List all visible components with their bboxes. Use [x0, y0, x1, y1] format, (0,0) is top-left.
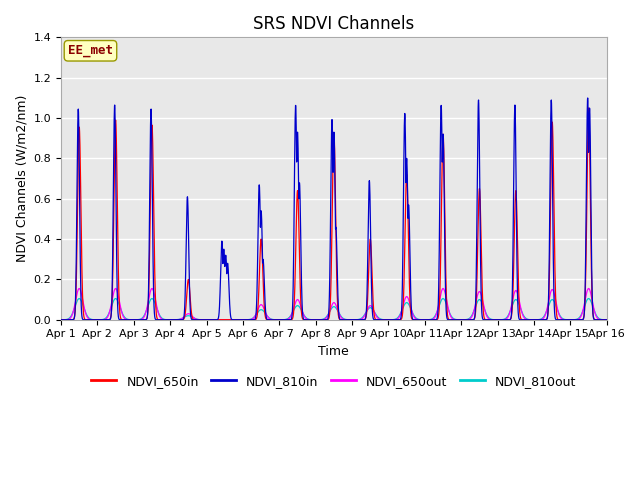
NDVI_650in [603, 317, 611, 323]
NDVI_810out [267, 316, 275, 322]
NDVI_810out [152, 302, 159, 308]
NDVI_810in [152, 317, 159, 323]
NDVI_810in [57, 317, 65, 323]
NDVI_650in [152, 300, 159, 306]
NDVI_650out [221, 317, 228, 323]
NDVI_810out [221, 317, 228, 323]
NDVI_810out [593, 312, 600, 318]
NDVI_650out [603, 317, 611, 323]
NDVI_810out [291, 306, 298, 312]
NDVI_650in [120, 317, 127, 323]
NDVI_650in [534, 317, 541, 323]
NDVI_810out [603, 317, 611, 323]
NDVI_650out [120, 314, 127, 320]
NDVI_810out [76, 296, 83, 301]
X-axis label: Time: Time [319, 345, 349, 358]
Y-axis label: NDVI Channels (W/m2/nm): NDVI Channels (W/m2/nm) [15, 95, 28, 262]
Line: NDVI_650in: NDVI_650in [61, 108, 607, 320]
NDVI_810in [534, 317, 541, 323]
NDVI_810out [534, 317, 541, 323]
NDVI_650in [221, 317, 228, 323]
NDVI_810in [267, 317, 275, 323]
NDVI_650out [57, 317, 65, 323]
Line: NDVI_810in: NDVI_810in [61, 98, 607, 320]
Line: NDVI_650out: NDVI_650out [61, 288, 607, 320]
NDVI_650out [267, 316, 275, 322]
NDVI_650in [585, 105, 593, 111]
NDVI_810in [584, 95, 591, 101]
Line: NDVI_810out: NDVI_810out [61, 299, 607, 320]
NDVI_650out [593, 313, 600, 319]
NDVI_810out [120, 312, 127, 318]
NDVI_650out [291, 303, 298, 309]
NDVI_810in [290, 214, 298, 220]
NDVI_650out [152, 299, 159, 305]
NDVI_810in [603, 317, 611, 323]
NDVI_650out [534, 317, 541, 323]
Text: EE_met: EE_met [68, 44, 113, 57]
NDVI_650in [593, 317, 600, 323]
NDVI_650in [57, 317, 65, 323]
NDVI_810out [57, 317, 65, 323]
NDVI_650in [290, 303, 298, 309]
NDVI_810in [165, 317, 173, 323]
NDVI_810in [593, 317, 600, 323]
NDVI_810in [120, 317, 127, 323]
Title: SRS NDVI Channels: SRS NDVI Channels [253, 15, 415, 33]
Legend: NDVI_650in, NDVI_810in, NDVI_650out, NDVI_810out: NDVI_650in, NDVI_810in, NDVI_650out, NDV… [86, 370, 581, 393]
NDVI_650in [267, 317, 275, 323]
NDVI_650out [76, 286, 83, 291]
